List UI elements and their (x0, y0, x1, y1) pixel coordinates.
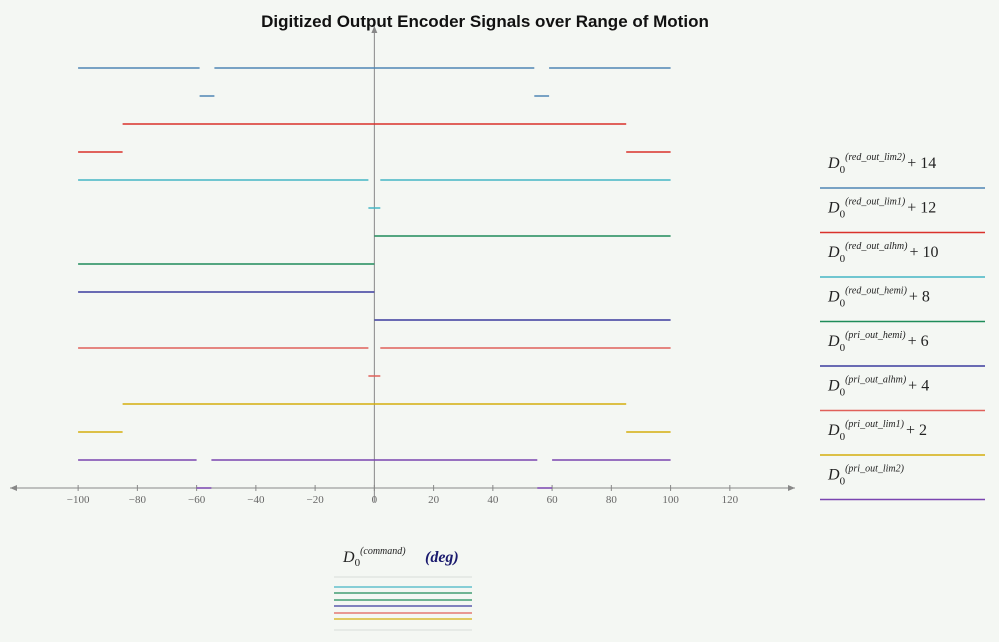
legend-subscript: 0 (840, 431, 846, 443)
legend-symbol: D (827, 155, 840, 172)
legend-subscript: 0 (840, 209, 846, 221)
legend-label: (pri_out_lim2) (845, 464, 905, 475)
chart-title: Digitized Output Encoder Signals over Ra… (261, 12, 709, 31)
signal-line (78, 347, 671, 377)
signal-line (78, 179, 671, 209)
signal-line (78, 235, 671, 265)
legend-symbol: D (827, 200, 840, 217)
legend-offset: + 2 (906, 422, 927, 439)
x-axis-arrow (788, 485, 795, 491)
x-tick-label: −100 (67, 494, 90, 506)
legend-symbol: D (827, 289, 840, 306)
x-axis-arrow (10, 485, 17, 491)
x-tick-label: 80 (606, 494, 618, 506)
x-tick-label: 0 (372, 494, 378, 506)
legend-label: (pri_out_hemi) (845, 330, 906, 341)
x-tick-label: −40 (247, 494, 265, 506)
legend-offset: + 4 (908, 378, 929, 395)
legend-formula: D0(pri_out_hemi) + 6 (827, 330, 929, 354)
legend-offset: + 6 (908, 333, 929, 350)
x-label-symbol: D (342, 549, 355, 566)
legend-subscript: 0 (840, 164, 846, 176)
legend-symbol: D (827, 467, 840, 484)
legend-formula: D0(red_out_hemi) + 8 (827, 286, 930, 310)
legend-entry: D0(red_out_hemi) + 8 (820, 286, 985, 323)
legend-label: (pri_out_alhm) (845, 375, 907, 386)
x-label-formula: D0(command) (342, 546, 406, 569)
legend-label: (red_out_hemi) (845, 286, 908, 297)
legend-formula: D0(red_out_alhm) + 10 (827, 241, 939, 265)
x-tick-label: 20 (428, 494, 440, 506)
x-tick-label: 120 (722, 494, 739, 506)
signal-line (78, 291, 671, 321)
legend-entry: D0(red_out_lim1) + 12 (820, 197, 985, 234)
legend-symbol: D (827, 333, 840, 350)
legend-label: (red_out_lim2) (845, 152, 906, 163)
y-axis-arrow (371, 26, 378, 33)
x-label-superscript: (command) (360, 546, 406, 557)
legend-label: (red_out_lim1) (845, 197, 906, 208)
legend-entry: D0(pri_out_lim1) + 2 (820, 419, 985, 456)
legend-offset: + 12 (907, 200, 936, 217)
legend-subscript: 0 (840, 387, 846, 399)
x-tick-label: −20 (307, 494, 325, 506)
legend-subscript: 0 (840, 476, 846, 488)
trace-swatches (334, 576, 472, 631)
legend-formula: D0(red_out_lim1) + 12 (827, 197, 936, 221)
legend-formula: D0(pri_out_lim1) + 2 (827, 419, 927, 443)
x-label-unit: (deg) (425, 549, 459, 566)
legend-subscript: 0 (840, 342, 846, 354)
signal-line (78, 123, 671, 153)
legend-entry: D0(pri_out_lim2) (820, 464, 985, 501)
legend-subscript: 0 (840, 298, 846, 310)
signal-line (78, 403, 671, 433)
legend-symbol: D (827, 378, 840, 395)
legend-subscript: 0 (840, 253, 846, 265)
legend-entry: D0(red_out_lim2) + 14 (820, 152, 985, 189)
legend-symbol: D (827, 422, 840, 439)
x-axis-label: D0(command) (deg) (342, 546, 459, 569)
legend-formula: D0(red_out_lim2) + 14 (827, 152, 936, 176)
legend-entry: D0(red_out_alhm) + 10 (820, 241, 985, 278)
legend-formula: D0(pri_out_alhm) + 4 (827, 375, 929, 399)
x-tick-label: 40 (487, 494, 499, 506)
x-tick-label: 60 (547, 494, 559, 506)
legend-offset: + 8 (909, 289, 930, 306)
signal-line (78, 67, 671, 97)
legend-label: (red_out_alhm) (845, 241, 908, 252)
x-tick-label: −60 (188, 494, 206, 506)
legend-formula: D0(pri_out_lim2) (827, 464, 905, 488)
legend-entry: D0(pri_out_alhm) + 4 (820, 375, 985, 412)
x-tick-label: −80 (129, 494, 147, 506)
signal-line (78, 459, 671, 489)
legend-symbol: D (827, 244, 840, 261)
legend-offset: + 10 (909, 244, 938, 261)
x-tick-label: 100 (662, 494, 679, 506)
legend-offset: + 14 (907, 155, 936, 172)
legend-label: (pri_out_lim1) (845, 419, 905, 430)
x-label-subscript: 0 (355, 557, 361, 569)
legend-entry: D0(pri_out_hemi) + 6 (820, 330, 985, 367)
